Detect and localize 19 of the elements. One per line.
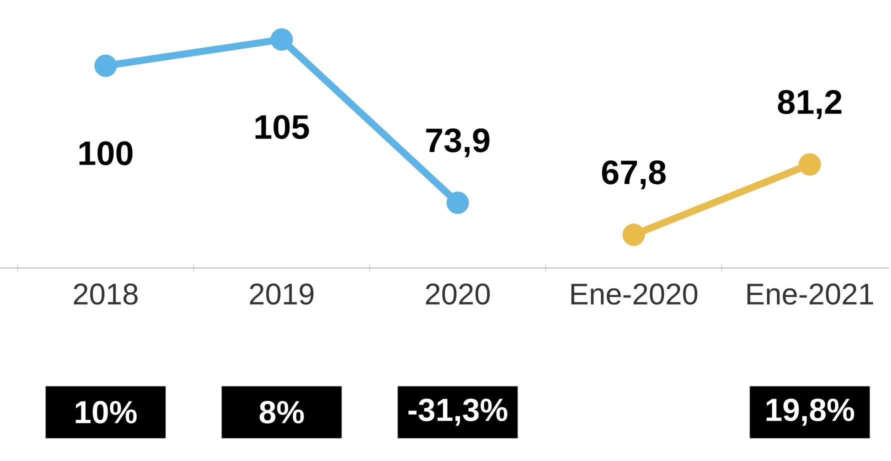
x-tick-label: 2019	[250, 284, 314, 305]
x-tick-label: Ene-2020	[571, 284, 698, 305]
point	[446, 192, 469, 214]
point	[798, 153, 821, 176]
text: 19,8%	[766, 398, 854, 426]
point	[270, 28, 293, 51]
text: 8%	[260, 400, 304, 424]
text: -31,3%	[408, 398, 508, 426]
data-label: 67,8	[602, 160, 666, 190]
x-tick-label: 2020	[426, 284, 490, 305]
x-tick-label: 2018	[74, 284, 138, 305]
data-label: 105	[256, 115, 309, 140]
x-tick-label: Ene-2021	[747, 284, 874, 305]
text: 10%	[76, 400, 137, 424]
point	[94, 54, 117, 77]
data-label: 81,2	[778, 90, 842, 119]
point	[622, 224, 645, 246]
data-label: 100	[80, 141, 132, 166]
data-label: 73,9	[426, 128, 490, 158]
